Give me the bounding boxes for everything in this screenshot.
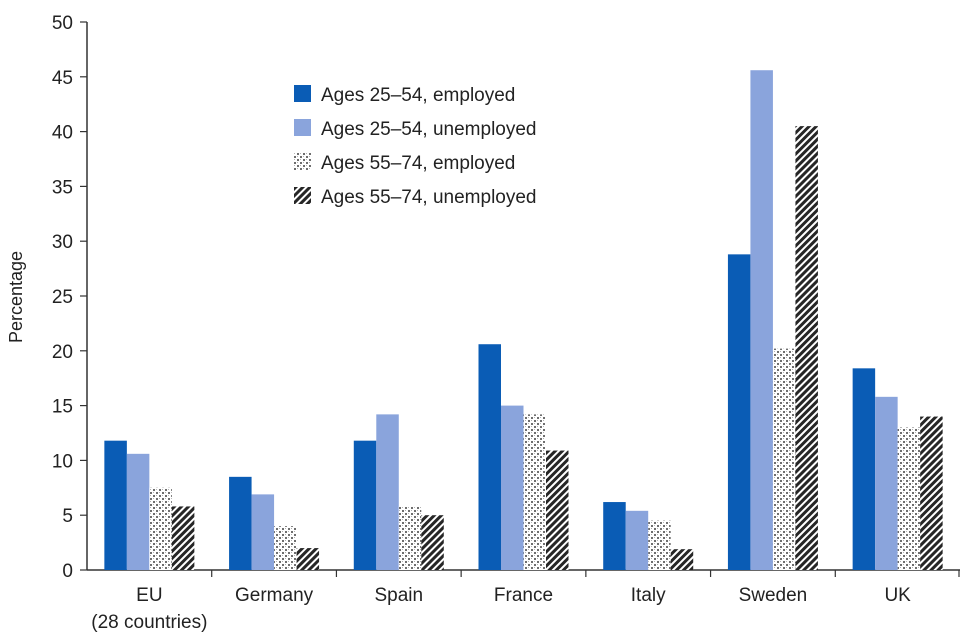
- bar-spain-series-2: [376, 414, 399, 570]
- bar-germany-series-4: [296, 548, 320, 570]
- bar-france-series-1: [478, 344, 501, 570]
- y-tick-label: 40: [52, 123, 73, 144]
- bar-sweden-series-3: [772, 348, 796, 570]
- category-sublabel: (28 countries): [91, 612, 207, 633]
- bar-uk-series-4: [920, 416, 943, 570]
- category-label: Sweden: [739, 585, 808, 606]
- category-labels: EU (28 countries) Germany Spain France Italy S…: [91, 585, 911, 633]
- y-tick-label: 50: [52, 13, 73, 34]
- legend-swatch: [294, 119, 311, 136]
- y-tick-label: 20: [52, 342, 73, 363]
- category-label: Germany: [235, 585, 314, 606]
- category-label: UK: [884, 585, 911, 606]
- bar-spain-series-1: [353, 440, 377, 570]
- y-tick-label: 25: [52, 287, 73, 308]
- legend-label: Ages 25–54, unemployed: [321, 119, 537, 140]
- bar-france-series-3: [523, 414, 546, 570]
- bar-italy-series-2: [625, 510, 649, 570]
- y-tick-label: 30: [52, 232, 73, 253]
- y-tick-label: 10: [52, 451, 73, 472]
- bar-sweden-series-2: [750, 70, 773, 570]
- bar-spain-series-4: [421, 515, 444, 570]
- y-tick-label: 35: [52, 177, 73, 198]
- y-tick-label: 5: [62, 506, 73, 527]
- y-axis-title: Percentage: [6, 251, 26, 343]
- legend-label: Ages 25–54, employed: [321, 85, 515, 106]
- bar-italy-series-1: [603, 502, 626, 570]
- bar-eu-series-2: [126, 453, 150, 570]
- bar-sweden-series-1: [727, 254, 751, 571]
- bar-eu-series-3: [149, 487, 172, 570]
- y-tick-label: 45: [52, 68, 73, 89]
- bar-germany-series-1: [229, 476, 252, 570]
- bar-france-series-4: [546, 450, 569, 570]
- category-label: Spain: [374, 585, 423, 606]
- legend: Ages 25–54, employed Ages 25–54, unemploy…: [294, 85, 537, 208]
- bar-uk-series-2: [875, 396, 898, 570]
- bars: [104, 70, 943, 571]
- legend-swatch: [294, 153, 311, 170]
- legend-swatch: [294, 187, 311, 204]
- y-tick-label: 0: [62, 561, 73, 582]
- category-label: EU: [136, 585, 162, 606]
- bar-uk-series-3: [897, 427, 921, 570]
- bar-spain-series-3: [398, 506, 422, 570]
- y-tick-label: 15: [52, 397, 73, 418]
- bar-sweden-series-4: [795, 126, 818, 571]
- legend-swatch: [294, 85, 311, 102]
- category-label: France: [494, 585, 553, 606]
- legend-label: Ages 55–74, unemployed: [321, 187, 537, 208]
- legend-label: Ages 55–74, employed: [321, 153, 515, 174]
- bar-eu-series-4: [171, 506, 195, 570]
- bar-uk-series-1: [852, 368, 876, 570]
- bar-germany-series-2: [251, 494, 275, 570]
- bar-italy-series-3: [648, 520, 671, 570]
- bar-italy-series-4: [670, 549, 694, 570]
- bar-france-series-2: [501, 405, 524, 570]
- category-label: Italy: [631, 585, 666, 606]
- bar-germany-series-3: [274, 526, 297, 570]
- bar-eu-series-1: [104, 440, 127, 570]
